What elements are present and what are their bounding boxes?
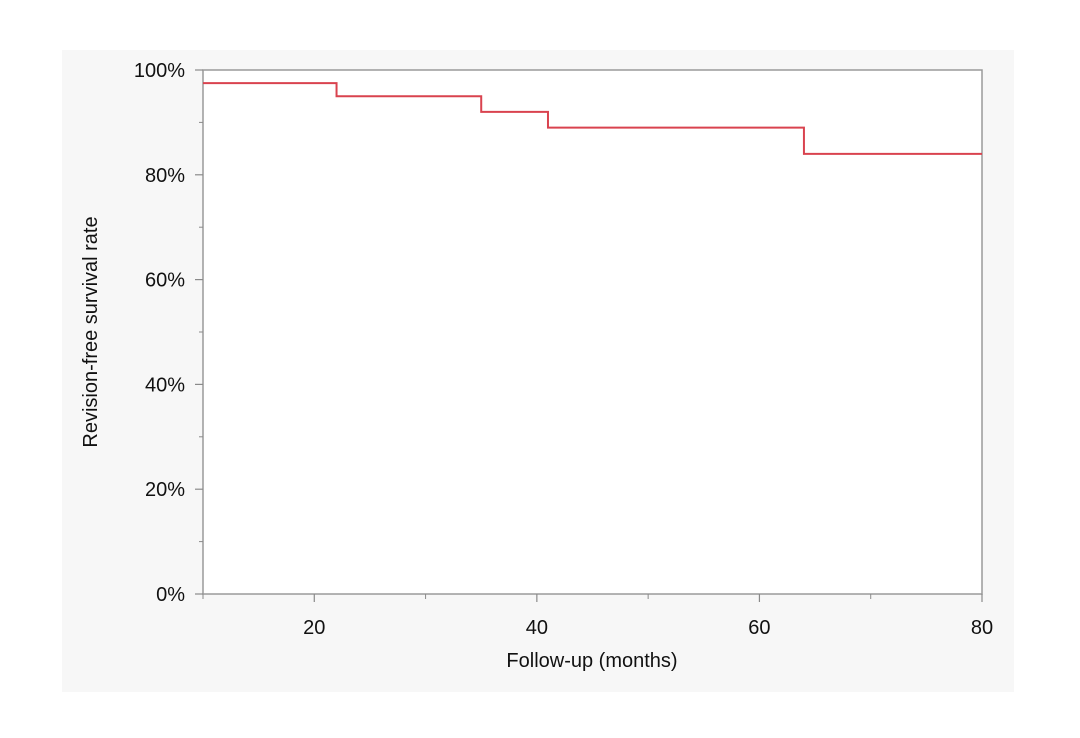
y-tick-label: 40% [145, 374, 185, 396]
survival-curve [203, 82, 982, 155]
x-tick-label: 20 [303, 617, 325, 639]
y-tick-label: 80% [145, 165, 185, 187]
y-tick-label: 0% [156, 584, 185, 606]
x-axis-title: Follow-up (months) [506, 650, 677, 672]
y-tick-label: 60% [145, 270, 185, 292]
series-layer [203, 82, 982, 155]
x-axis: 20 40 60 80 [202, 594, 993, 639]
x-tick-label: 40 [526, 617, 548, 639]
plot-area [202, 69, 983, 595]
y-tick-label: 20% [145, 479, 185, 501]
x-tick-label: 60 [748, 617, 770, 639]
y-axis-title: Revision-free survival rate [80, 216, 102, 447]
y-axis: 0% 20% 40% 60% 80% 100% [134, 60, 203, 606]
x-tick-label: 80 [971, 617, 993, 639]
y-tick-label: 100% [134, 60, 185, 82]
